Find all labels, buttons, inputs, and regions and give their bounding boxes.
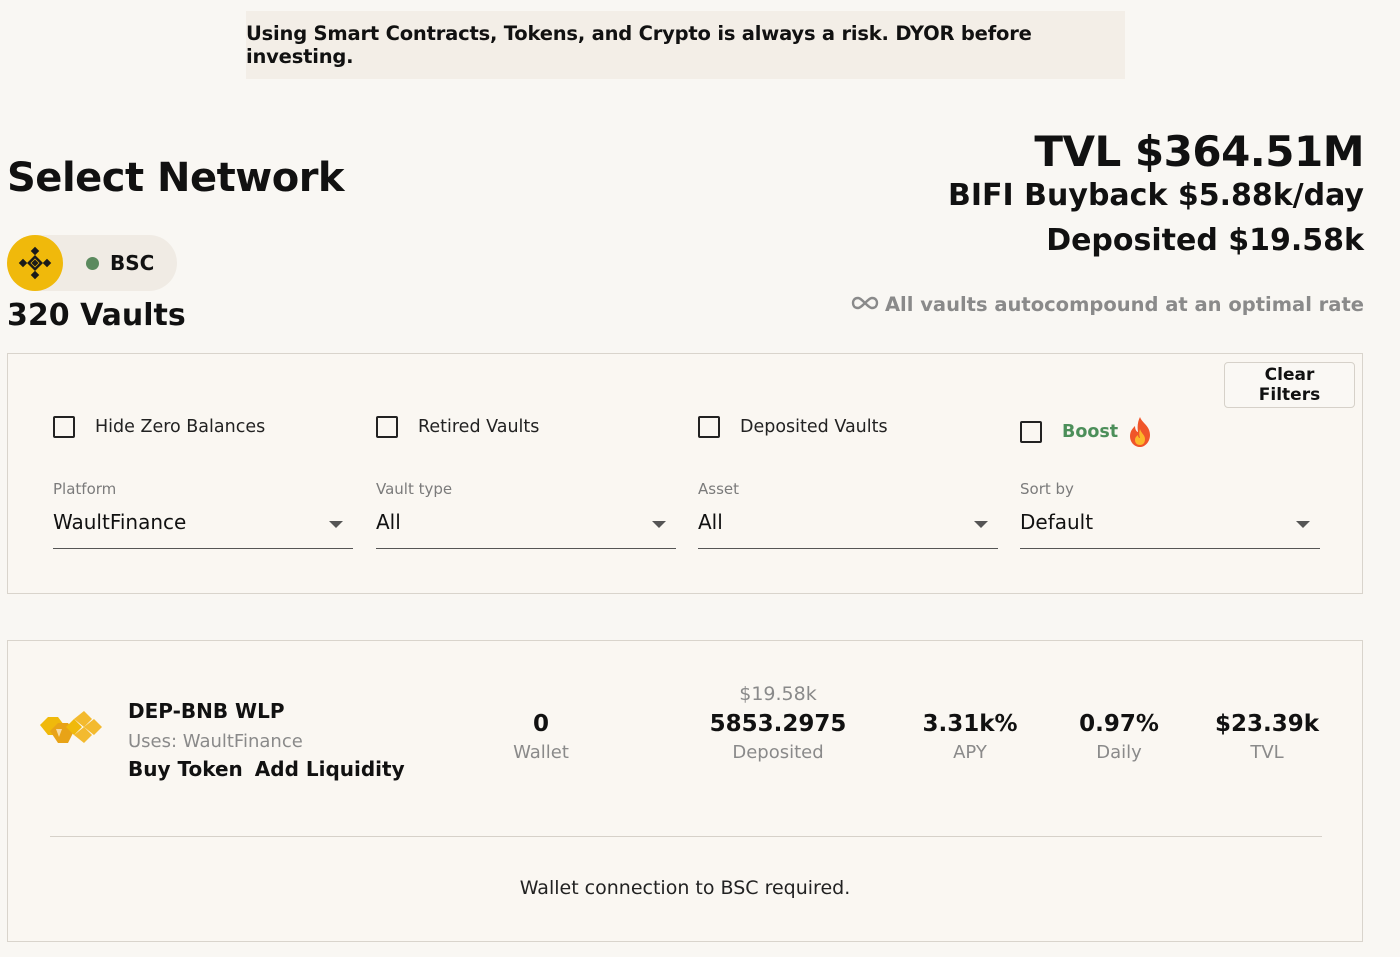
clear-filters-button[interactable]: Clear Filters [1224,362,1355,408]
boost-checkbox[interactable]: Boost [1020,416,1154,448]
daily-value: 0.97% [1079,711,1159,737]
wallet-label: Wallet [513,742,569,763]
caret-down-icon [652,521,666,528]
risk-banner: Using Smart Contracts, Tokens, and Crypt… [246,11,1125,79]
deposited-total: Deposited $19.58k [1046,223,1364,258]
select-value: All [376,510,401,534]
checkbox-label: Hide Zero Balances [95,417,266,437]
daily-metric: 0.97% Daily [1059,683,1179,763]
platform-stats: TVL $364.51M BIFI Buyback $5.88k/day Dep… [948,126,1364,257]
risk-banner-text: Using Smart Contracts, Tokens, and Crypt… [246,22,1032,68]
vault-name: DEP-BNB WLP [128,699,285,723]
network-selector-bsc[interactable]: BSC [7,235,177,291]
select-caption: Asset [698,480,740,498]
card-divider [50,836,1322,837]
vault-count: 320 Vaults [7,298,186,333]
vault-links: Buy Token Add Liquidity [128,757,405,781]
caret-down-icon [1296,521,1310,528]
select-value: Default [1020,510,1094,534]
caret-down-icon [974,521,988,528]
vault-card[interactable]: DEP-BNB WLP Uses: WaultFinance Buy Token… [7,640,1363,942]
deposited-label: Deposited [732,742,824,763]
platform-select[interactable]: Platform WaultFinance [53,480,353,549]
sort-by-select[interactable]: Sort by Default [1020,480,1320,549]
filters-panel: Clear Filters Hide Zero Balances Retired… [7,353,1363,594]
tvl-value: $23.39k [1214,711,1320,737]
checkbox-box[interactable] [376,416,398,438]
page-title: Select Network [7,155,345,201]
fire-icon [1126,416,1154,448]
tvl-label: TVL [1250,742,1284,763]
checkbox-box[interactable] [698,416,720,438]
apy-label: APY [953,742,987,763]
tvl-total: TVL $364.51M [1034,127,1364,176]
daily-label: Daily [1096,742,1142,763]
apy-metric: 3.31k% APY [910,683,1030,763]
select-caption: Vault type [376,480,453,498]
select-caption: Sort by [1020,480,1074,498]
deposited-metric: $19.58k 5853.2975 Deposited [688,683,868,763]
checkbox-label: Deposited Vaults [740,417,888,437]
deposited-vaults-checkbox[interactable]: Deposited Vaults [698,416,888,438]
select-box[interactable]: WaultFinance [53,510,353,549]
select-value: All [698,510,723,534]
caret-down-icon [329,521,343,528]
asset-select[interactable]: Asset All [698,480,998,549]
bnb-logo-icon [7,235,63,291]
checkbox-label: Retired Vaults [418,417,540,437]
select-caption: Platform [53,480,117,498]
hide-zero-balances-checkbox[interactable]: Hide Zero Balances [53,416,265,438]
bifi-buyback: BIFI Buyback $5.88k/day [948,178,1364,213]
select-box[interactable]: Default [1020,510,1320,549]
wallet-metric: 0 Wallet [481,683,601,763]
autocompound-text: All vaults autocompound at an optimal ra… [884,293,1364,316]
buy-token-link[interactable]: Buy Token [128,757,243,781]
checkbox-label: Boost [1062,422,1119,442]
add-liquidity-link[interactable]: Add Liquidity [254,757,405,781]
tvl-metric: $23.39k TVL [1207,683,1327,763]
autocompound-note: All vaults autocompound at an optimal ra… [851,293,1364,316]
deposited-usd: $19.58k [739,683,817,705]
checkbox-box[interactable] [53,416,75,438]
network-status-dot [86,256,99,270]
wallet-value: 0 [532,711,549,737]
wallet-connection-notice: Wallet connection to BSC required. [519,877,851,899]
deposited-value: 5853.2975 [709,711,847,737]
network-label: BSC [110,251,155,275]
vault-type-select[interactable]: Vault type All [376,480,676,549]
infinity-icon [851,293,879,316]
select-box[interactable]: All [698,510,998,549]
apy-value: 3.31k% [922,711,1018,737]
vault-token-logo-icon [36,709,102,757]
checkbox-box[interactable] [1020,421,1042,443]
select-box[interactable]: All [376,510,676,549]
vault-platform: Uses: WaultFinance [128,731,303,752]
select-value: WaultFinance [53,510,187,534]
retired-vaults-checkbox[interactable]: Retired Vaults [376,416,539,438]
